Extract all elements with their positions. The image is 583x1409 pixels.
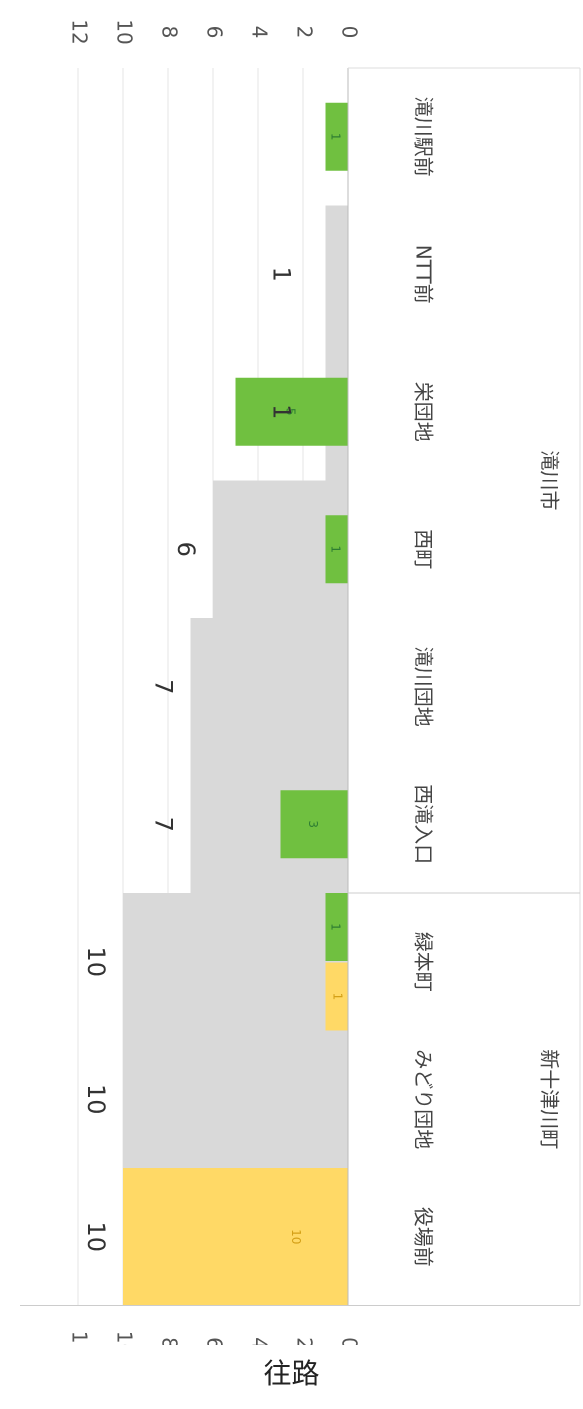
bar-alighting bbox=[325, 893, 348, 961]
tick-label-top: 8 bbox=[158, 26, 182, 39]
category-label: NTT前 bbox=[412, 245, 436, 304]
tick-label-bottom: 6 bbox=[203, 1337, 227, 1345]
data-label-alighting: 1 bbox=[328, 133, 342, 141]
category-label: 西滝入口 bbox=[412, 784, 436, 864]
tick-label-bottom: 0 bbox=[338, 1337, 362, 1345]
data-label-onboard: 10 bbox=[82, 1084, 110, 1115]
tick-label-bottom: 12 bbox=[68, 1331, 92, 1345]
tick-label-bottom: 8 bbox=[158, 1337, 182, 1345]
data-label-alighting: 1 bbox=[328, 545, 342, 553]
tick-label-top: 10 bbox=[113, 19, 137, 44]
tick-label-top: 12 bbox=[68, 19, 92, 44]
data-label-boarding: 10 bbox=[289, 1229, 303, 1244]
category-label: 西町 bbox=[412, 529, 436, 569]
data-label-onboard: 7 bbox=[150, 817, 178, 832]
tick-label-bottom: 10 bbox=[113, 1331, 137, 1345]
data-label-onboard: 6 bbox=[172, 542, 200, 557]
data-label-onboard: 10 bbox=[82, 946, 110, 977]
tick-label-top: 6 bbox=[203, 26, 227, 39]
category-label: 滝川駅前 bbox=[412, 97, 436, 177]
data-label-onboard: 1 bbox=[268, 267, 296, 282]
chart: 1011315110101077611002244668810101212役場前… bbox=[20, 19, 581, 1345]
category-label: 役場前 bbox=[412, 1207, 436, 1267]
chart-caption: 往路 bbox=[263, 1357, 320, 1390]
category-label: 緑本町 bbox=[412, 932, 436, 992]
bar-onboard bbox=[190, 618, 348, 756]
bar-onboard bbox=[325, 205, 348, 343]
bar-alighting bbox=[235, 377, 348, 446]
data-label-alighting: 3 bbox=[306, 820, 320, 828]
bar-onboard bbox=[123, 893, 348, 1031]
bar-boarding bbox=[123, 1168, 348, 1306]
data-label-onboard: 1 bbox=[268, 404, 296, 419]
data-label-alighting: 1 bbox=[328, 923, 342, 931]
data-label-boarding: 1 bbox=[330, 993, 344, 1001]
tick-label-bottom: 4 bbox=[248, 1337, 272, 1345]
bar-onboard bbox=[123, 1030, 348, 1168]
tick-label-top: 0 bbox=[338, 26, 362, 39]
bar-alighting bbox=[325, 515, 348, 584]
group-label: 滝川市 bbox=[538, 451, 562, 511]
bar-boarding bbox=[325, 962, 348, 1031]
tick-label-top: 4 bbox=[248, 26, 272, 39]
tick-label-bottom: 2 bbox=[293, 1337, 317, 1345]
data-label-alighting: 5 bbox=[283, 408, 297, 416]
data-label-onboard: 7 bbox=[150, 679, 178, 694]
category-label: 滝川団地 bbox=[412, 647, 436, 727]
tick-label-top: 2 bbox=[293, 26, 317, 39]
data-label-onboard: 10 bbox=[82, 1221, 110, 1252]
bar-alighting bbox=[280, 790, 348, 859]
plot-area: 1011315110101077611002244668810101212役場前… bbox=[20, 19, 581, 1345]
category-label: みどり団地 bbox=[412, 1049, 436, 1149]
bar-alighting bbox=[325, 102, 348, 171]
group-label: 新十津川町 bbox=[538, 1049, 562, 1149]
category-label: 栄団地 bbox=[412, 382, 436, 442]
